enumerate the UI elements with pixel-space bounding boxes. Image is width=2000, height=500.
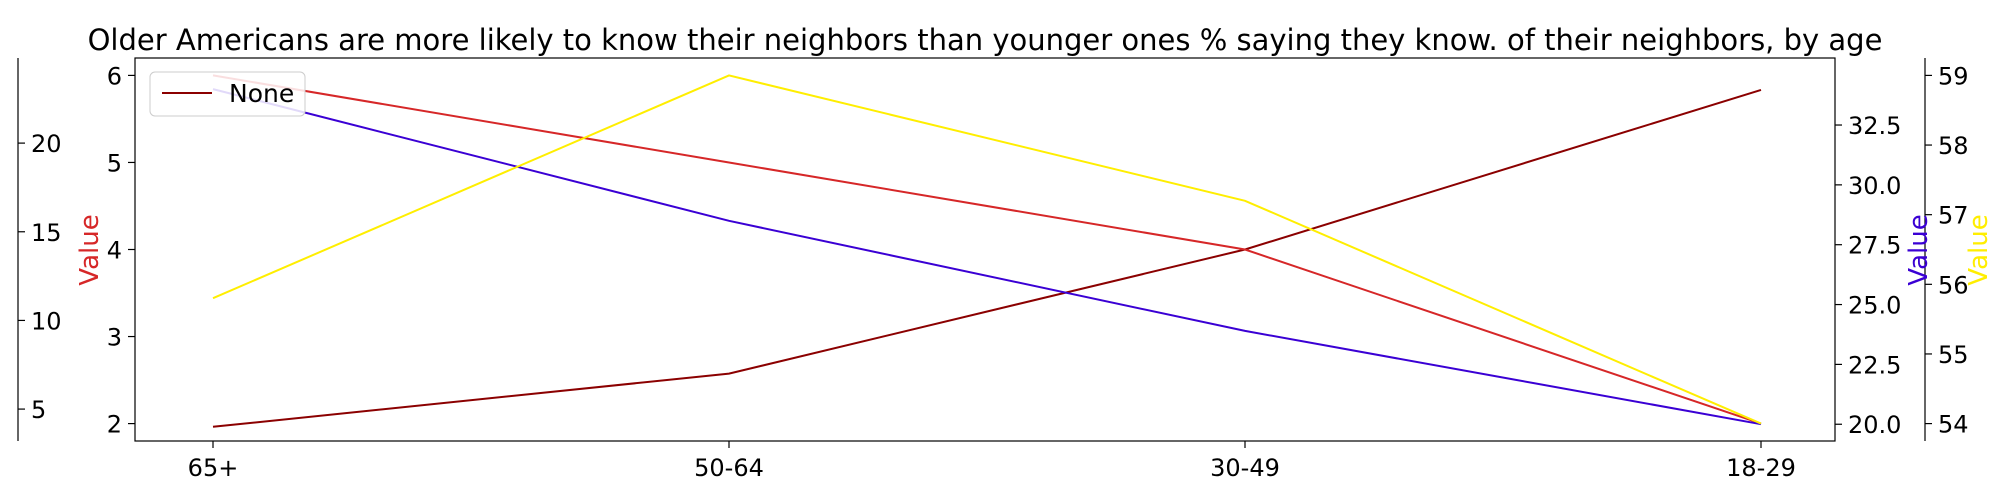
tick-label: 5: [31, 396, 46, 424]
tick-label: 2: [107, 411, 122, 439]
x-tick-label: 30-49: [1210, 454, 1280, 482]
right-axis: 20.0 22.5 25.0 27.5 30.0 32.5: [1835, 112, 1901, 439]
legend: None: [149, 71, 306, 117]
x-axis: 65+ 50-64 30-49 18-29: [188, 441, 1796, 482]
outer-left-axis: 5 10 15 20: [17, 58, 62, 441]
series-line-2: [212, 88, 1762, 426]
tick-label: 58: [1938, 132, 1969, 160]
tick-label: 27.5: [1848, 232, 1901, 260]
plot-frame: [134, 57, 1836, 442]
tick-label: 54: [1938, 411, 1969, 439]
series-line-3: [212, 74, 1762, 425]
tick-label: 59: [1938, 62, 1969, 90]
tick-label: 25.0: [1848, 292, 1901, 320]
tick-label: 32.5: [1848, 112, 1901, 140]
tick-label: 3: [107, 324, 122, 352]
legend-box: [149, 71, 306, 117]
x-tick-label: 65+: [188, 454, 239, 482]
outer-right-axis: 54 55 56 57 58 59: [1924, 58, 1969, 441]
tick-label: 6: [107, 62, 122, 90]
tick-label: 56: [1938, 271, 1969, 299]
tick-label: 55: [1938, 341, 1969, 369]
legend-entry-label: None: [229, 79, 294, 108]
tick-label: 4: [107, 237, 122, 265]
tick-label: 22.5: [1848, 351, 1901, 379]
chart-title: Older Americans are more likely to know …: [88, 23, 1883, 57]
tick-label: 10: [31, 307, 62, 335]
x-tick-label: 18-29: [1726, 454, 1796, 482]
series-layer: [212, 74, 1762, 428]
tick-label: 20.0: [1848, 411, 1901, 439]
series-line-0: [212, 88, 1762, 428]
tick-label: 57: [1938, 202, 1969, 230]
left-axis: 2 3 4 5 6: [107, 62, 135, 439]
tick-label: 20: [31, 130, 62, 158]
tick-label: 15: [31, 219, 62, 247]
tick-label: 5: [107, 149, 122, 177]
left-axis-label: Value: [75, 214, 105, 285]
x-tick-label: 50-64: [694, 454, 764, 482]
tick-label: 30.0: [1848, 172, 1901, 200]
series-line-1: [212, 74, 1762, 425]
outer-right-axis-label: Value: [1964, 214, 1994, 285]
right-axis-label: Value: [1904, 214, 1934, 285]
